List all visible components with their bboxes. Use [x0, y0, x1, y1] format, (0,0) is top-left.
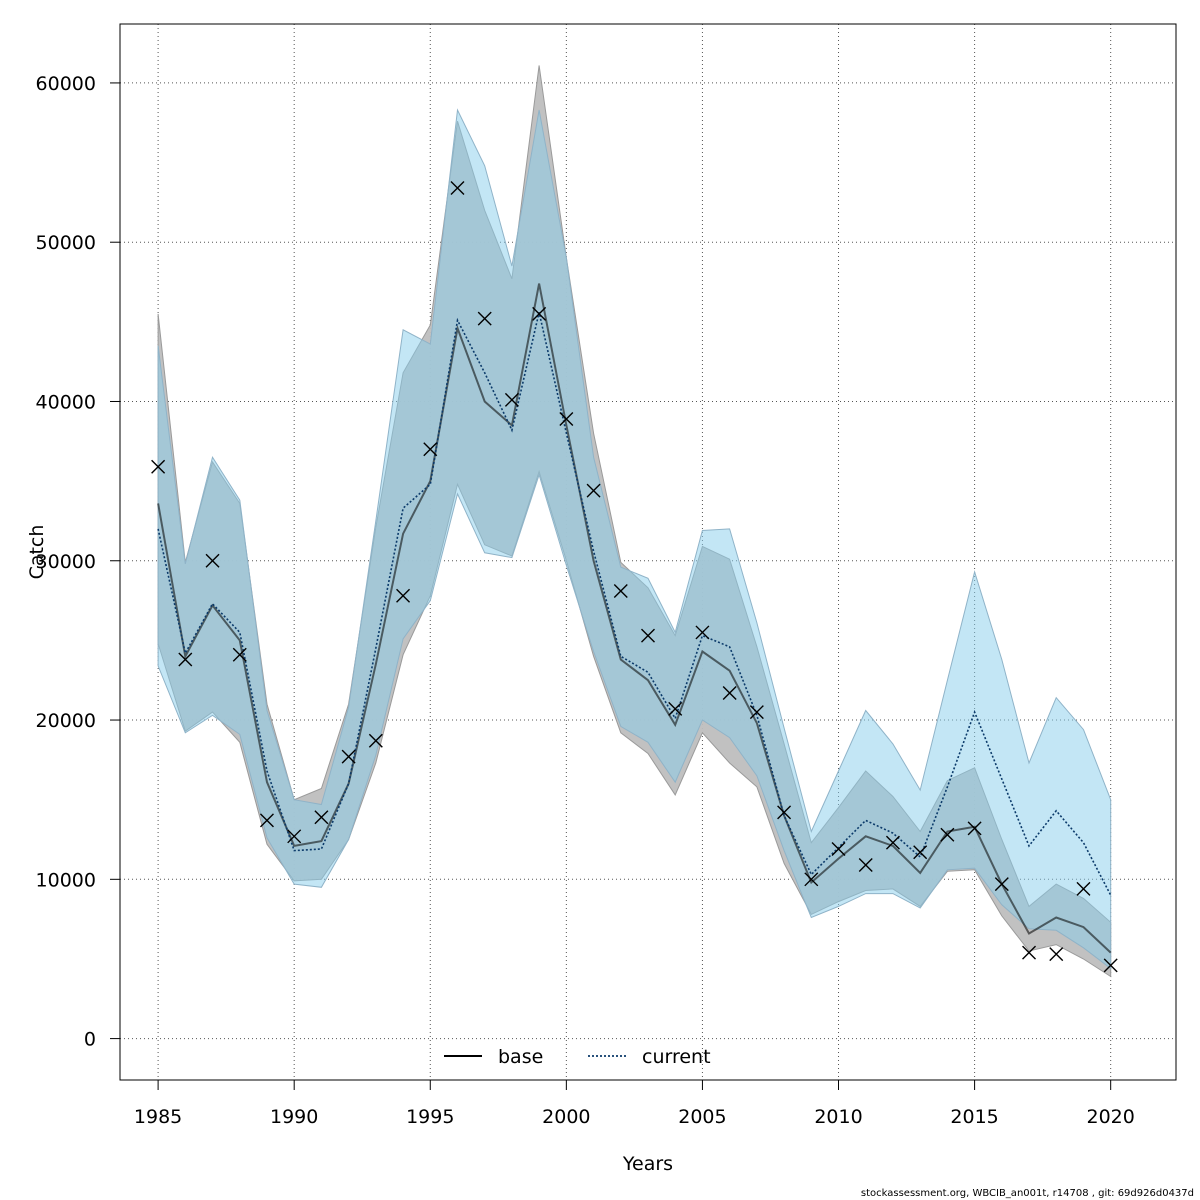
observed-point-2014 — [940, 827, 955, 842]
observed-point-2005 — [695, 625, 710, 640]
observed-point-1995 — [423, 442, 438, 457]
observed-point-1985 — [151, 459, 166, 474]
x-tick-label-2010: 2010 — [814, 1106, 862, 1128]
plot-frame — [119, 23, 1177, 1081]
observed-point-1990 — [287, 829, 302, 844]
observed-point-2011 — [858, 857, 873, 872]
y-tick-label-40000: 40000 — [36, 391, 96, 413]
observed-point-2010 — [831, 842, 846, 857]
observed-point-2002 — [613, 584, 628, 599]
observed-point-1988 — [232, 647, 247, 662]
observed-point-1986 — [178, 652, 193, 667]
x-tick-label-2020: 2020 — [1087, 1106, 1135, 1128]
observed-point-1999 — [532, 306, 547, 321]
y-tick-label-60000: 60000 — [36, 73, 96, 95]
confidence-bands — [157, 65, 1112, 978]
x-tick-label-2000: 2000 — [542, 1106, 590, 1128]
observed-point-2008 — [777, 805, 792, 820]
observed-point-2012 — [885, 835, 900, 850]
x-tick-label-1985: 1985 — [134, 1106, 182, 1128]
observed-point-2000 — [559, 412, 574, 426]
observed-point-2017 — [1022, 945, 1037, 960]
y-tick-label-20000: 20000 — [36, 710, 96, 732]
observed-point-2015 — [967, 821, 982, 836]
observed-point-2003 — [641, 628, 655, 643]
observed-point-1993 — [368, 733, 383, 748]
observed-point-1998 — [504, 392, 519, 407]
y-tick-label-0: 0 — [84, 1029, 96, 1051]
observed-point-2020 — [1103, 958, 1118, 973]
y-tick-label-30000: 30000 — [36, 551, 96, 573]
observed-markers — [151, 181, 1118, 973]
y-axis-title: Catch — [26, 525, 48, 580]
observed-point-2009 — [804, 872, 819, 887]
y-axis: 0 10000 20000 30000 40000 50000 60000 — [36, 73, 120, 1051]
observed-point-2019 — [1076, 881, 1091, 896]
legend: base current — [444, 1046, 711, 1068]
observed-point-1992 — [341, 749, 356, 764]
observed-point-1996 — [450, 181, 465, 196]
band-current — [157, 108, 1112, 970]
x-axis-title: Years — [622, 1153, 673, 1175]
y-tick-label-10000: 10000 — [36, 869, 96, 891]
x-tick-label-2005: 2005 — [678, 1106, 726, 1128]
credit-text: stockassessment.org, WBCIB_an001t, r1470… — [860, 1188, 1194, 1199]
observed-point-1991 — [314, 810, 329, 825]
legend-label-base: base — [498, 1046, 543, 1068]
x-tick-label-1995: 1995 — [406, 1106, 454, 1128]
observed-point-2016 — [994, 877, 1009, 892]
observed-point-2006 — [722, 685, 737, 700]
observed-point-2001 — [586, 483, 601, 498]
x-tick-label-1990: 1990 — [270, 1106, 318, 1128]
observed-point-2018 — [1049, 947, 1064, 962]
observed-point-2004 — [668, 701, 683, 716]
observed-point-1997 — [477, 311, 492, 326]
y-tick-label-50000: 50000 — [36, 232, 96, 254]
observed-point-2013 — [913, 845, 928, 860]
x-axis: 1985 1990 1995 2000 2005 2010 2015 2020 — [134, 1080, 1135, 1128]
legend-label-current: current — [642, 1046, 711, 1068]
observed-point-1987 — [205, 553, 220, 568]
observed-point-1989 — [259, 813, 274, 828]
observed-point-1994 — [396, 588, 411, 603]
observed-point-2007 — [749, 705, 764, 720]
x-tick-label-2015: 2015 — [950, 1106, 998, 1128]
